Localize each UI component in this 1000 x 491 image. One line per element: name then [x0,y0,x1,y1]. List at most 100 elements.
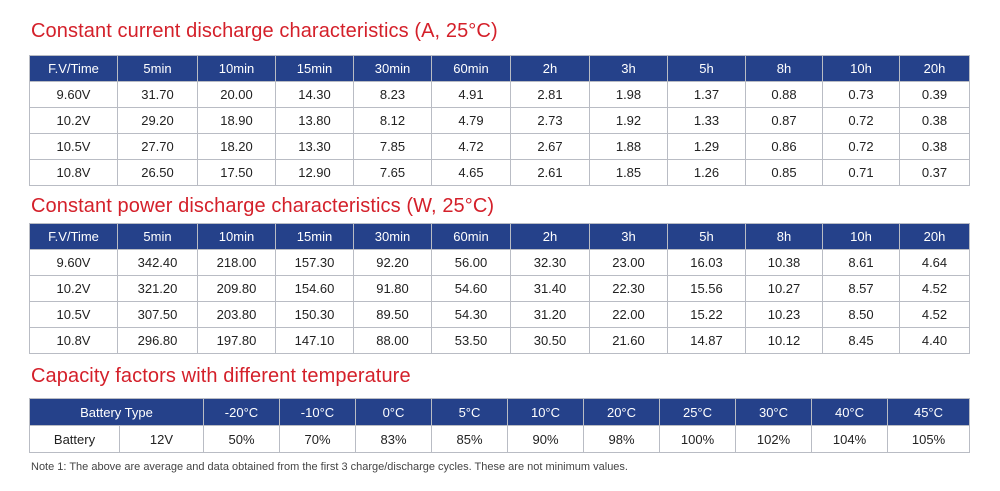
table-cell: 0.86 [745,133,823,160]
table-cell: 13.80 [275,107,354,134]
table-cell: 209.80 [197,275,276,302]
table-cell: 56.00 [431,249,511,276]
table-cell: 21.60 [589,327,668,354]
table-cell: 104% [811,425,888,453]
power-table-title: Constant power discharge characteristics… [31,195,495,217]
table-row: 9.60V 31.70 20.00 14.30 8.23 4.91 2.81 1… [29,81,970,108]
table-cell: 50% [203,425,280,453]
table-cell: 31.20 [510,301,590,328]
table-cell: 8.23 [353,81,432,108]
table-row: 9.60V 342.40 218.00 157.30 92.20 56.00 3… [29,249,970,276]
table-cell: 197.80 [197,327,276,354]
table-cell: 1.98 [589,81,668,108]
table-cell: 54.30 [431,301,511,328]
table-row: 10.2V 29.20 18.90 13.80 8.12 4.79 2.73 1… [29,107,970,134]
table-cell: 9.60V [29,81,118,108]
table-cell: 10.23 [745,301,823,328]
capacity-factor-table: Battery Type -20°C -10°C 0°C 5°C 10°C 20… [29,398,970,453]
table-cell: 89.50 [353,301,432,328]
column-header: 5min [117,55,198,82]
table-cell: 70% [279,425,356,453]
table-cell: 31.40 [510,275,590,302]
table-cell: 8.12 [353,107,432,134]
table-cell: 16.03 [667,249,746,276]
table-cell: 1.92 [589,107,668,134]
table-cell: 10.38 [745,249,823,276]
table-cell: 0.85 [745,159,823,186]
table-cell: 4.79 [431,107,511,134]
column-header: F.V/Time [29,55,118,82]
table-cell: 0.73 [822,81,900,108]
column-header: 2h [510,55,590,82]
table-row: 10.2V 321.20 209.80 154.60 91.80 54.60 3… [29,275,970,302]
table-cell: 29.20 [117,107,198,134]
table-cell: 321.20 [117,275,198,302]
capacity-table-title: Capacity factors with different temperat… [31,365,411,387]
table-cell: 1.85 [589,159,668,186]
table-cell: 32.30 [510,249,590,276]
column-header: 30min [353,223,432,250]
column-header: 10h [822,223,900,250]
table-cell: 10.27 [745,275,823,302]
column-header: 20h [899,55,970,82]
table-cell: 296.80 [117,327,198,354]
table-cell: 54.60 [431,275,511,302]
table-cell: 0.71 [822,159,900,186]
table-cell: 14.30 [275,81,354,108]
table-cell: 1.29 [667,133,746,160]
table-cell: 10.2V [29,107,118,134]
table-cell: 8.61 [822,249,900,276]
table-cell: 12V [119,425,204,453]
table-cell: 0.88 [745,81,823,108]
table-row: 10.8V 26.50 17.50 12.90 7.65 4.65 2.61 1… [29,159,970,186]
table-cell: 218.00 [197,249,276,276]
column-header: 15min [275,55,354,82]
table-cell: 0.38 [899,107,970,134]
table-row: 10.5V 307.50 203.80 150.30 89.50 54.30 3… [29,301,970,328]
table-cell: 0.37 [899,159,970,186]
column-header: 5°C [431,398,508,426]
table-cell: 0.39 [899,81,970,108]
table-cell: 0.38 [899,133,970,160]
table-cell: 102% [735,425,812,453]
table-cell: 18.90 [197,107,276,134]
table-cell: 2.81 [510,81,590,108]
table-cell: 4.64 [899,249,970,276]
column-header: 5min [117,223,198,250]
table-cell: 4.52 [899,301,970,328]
table-cell: 15.22 [667,301,746,328]
column-header: 8h [745,55,823,82]
table-cell: 27.70 [117,133,198,160]
table-cell: 342.40 [117,249,198,276]
table-cell: 7.65 [353,159,432,186]
column-header: 8h [745,223,823,250]
current-table-header-row: F.V/Time 5min 10min 15min 30min 60min 2h… [29,55,970,82]
table-cell: 30.50 [510,327,590,354]
column-header: 40°C [811,398,888,426]
table-cell: 2.61 [510,159,590,186]
table-cell: 22.30 [589,275,668,302]
table-cell: 10.8V [29,159,118,186]
column-header: 10h [822,55,900,82]
current-discharge-table: F.V/Time 5min 10min 15min 30min 60min 2h… [29,55,970,186]
table-cell: 157.30 [275,249,354,276]
table-cell: 1.26 [667,159,746,186]
table-cell: 7.85 [353,133,432,160]
table-cell: 90% [507,425,584,453]
column-header: -20°C [203,398,280,426]
table-cell: 150.30 [275,301,354,328]
table-cell: 100% [659,425,736,453]
table-cell: 203.80 [197,301,276,328]
column-header: F.V/Time [29,223,118,250]
table-row: Battery 12V 50% 70% 83% 85% 90% 98% 100%… [29,425,970,453]
column-header: 30°C [735,398,812,426]
table-cell: 4.65 [431,159,511,186]
table-cell: 4.72 [431,133,511,160]
table-cell: 0.87 [745,107,823,134]
table-cell: Battery [29,425,120,453]
table-cell: 307.50 [117,301,198,328]
table-row: 10.5V 27.70 18.20 13.30 7.85 4.72 2.67 1… [29,133,970,160]
table-cell: 26.50 [117,159,198,186]
table-cell: 53.50 [431,327,511,354]
current-table-title: Constant current discharge characteristi… [31,20,498,42]
